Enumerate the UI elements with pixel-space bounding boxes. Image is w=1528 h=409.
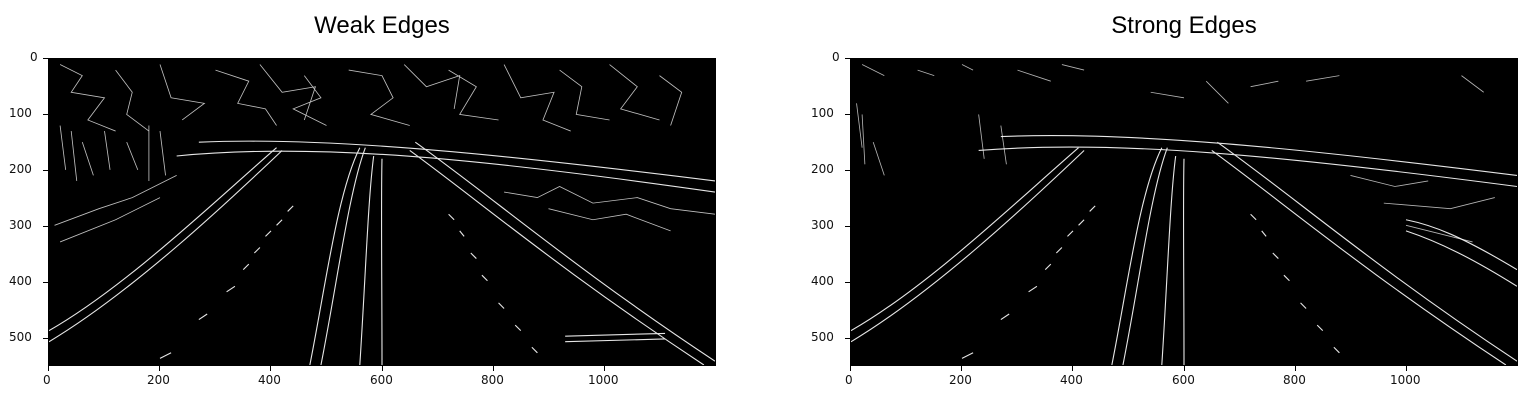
strong-y-tick: 0 — [832, 50, 840, 64]
strong-x-tick: 400 — [1060, 373, 1083, 387]
weak-y-tick: 200 — [9, 162, 32, 176]
weak-y-tick: 500 — [9, 330, 32, 344]
panel-title-strong-edges: Strong Edges — [1111, 12, 1257, 39]
strong-x-tick: 200 — [949, 373, 972, 387]
weak-edges-edge-map — [49, 64, 715, 365]
weak-x-tick: 400 — [258, 373, 281, 387]
strong-y-tick: 400 — [811, 274, 834, 288]
weak-x-tick: 0 — [43, 373, 51, 387]
weak-x-tick: 1000 — [588, 373, 619, 387]
strong-edges-image — [850, 58, 1518, 366]
weak-x-tick: 200 — [147, 373, 170, 387]
strong-x-tick: 600 — [1172, 373, 1195, 387]
strong-y-tick: 300 — [811, 218, 834, 232]
strong-edges-edge-map — [851, 64, 1517, 365]
weak-y-tick: 300 — [9, 218, 32, 232]
weak-x-tick: 600 — [370, 373, 393, 387]
strong-y-tick: 200 — [811, 162, 834, 176]
panel-title-weak-edges: Weak Edges — [314, 12, 450, 39]
weak-y-tick: 0 — [30, 50, 38, 64]
strong-y-tick: 500 — [811, 330, 834, 344]
weak-edges-image — [48, 58, 716, 366]
strong-x-tick: 0 — [845, 373, 853, 387]
strong-x-tick: 1000 — [1390, 373, 1421, 387]
strong-x-tick: 800 — [1283, 373, 1306, 387]
weak-y-tick: 400 — [9, 274, 32, 288]
strong-y-tick: 100 — [811, 106, 834, 120]
weak-x-tick: 800 — [481, 373, 504, 387]
weak-y-tick: 100 — [9, 106, 32, 120]
